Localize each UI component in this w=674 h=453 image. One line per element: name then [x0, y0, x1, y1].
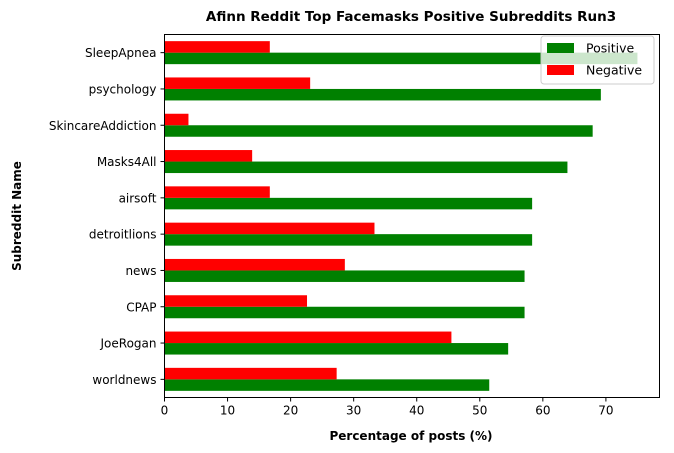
bar-negative-news [164, 258, 345, 271]
bar-positive-sleepapnea [164, 52, 638, 65]
y-tick-label: airsoft [119, 191, 157, 205]
x-tick-label: 0 [161, 404, 169, 418]
y-axis-ticks: SleepApnea psychology SkincareAddiction Mas… [49, 46, 165, 387]
x-tick-label: 40 [409, 404, 424, 418]
bar-negative-detroitlions [164, 222, 375, 235]
chart-title: Afinn Reddit Top Facemasks Positive Subr… [206, 9, 616, 25]
y-tick-label: worldnews [92, 373, 156, 387]
bar-positive-airsoft [164, 197, 533, 210]
legend-swatch-negative [547, 65, 574, 75]
bar-positive-news [164, 270, 525, 282]
x-tick-label: 20 [283, 404, 298, 418]
legend-swatch-positive [547, 43, 574, 53]
bar-negative-joerogan [164, 331, 452, 344]
bar-negative-skincareaddiction [164, 113, 189, 126]
bar-negative-masks4all [164, 150, 253, 162]
y-tick-label: detroitlions [89, 228, 157, 242]
bar-negative-worldnews [164, 367, 337, 380]
bar-positive-worldnews [164, 379, 490, 391]
bar-positive-cpap [164, 306, 525, 319]
y-tick-label: SleepApnea [85, 46, 157, 60]
y-tick-label: Masks4All [97, 155, 157, 169]
bar-positive-psychology [164, 88, 601, 101]
bar-positive-joerogan [164, 343, 509, 355]
x-tick-label: 50 [472, 404, 487, 418]
bar-positive-skincareaddiction [164, 125, 593, 137]
bar-negative-sleepapnea [164, 41, 270, 53]
legend-label-negative: Negative [586, 63, 642, 78]
y-tick-label: CPAP [126, 300, 156, 314]
x-axis-label: Percentage of posts (%) [329, 429, 492, 443]
y-tick-label: JoeRogan [100, 337, 157, 351]
bars-layer [164, 41, 638, 391]
bar-negative-airsoft [164, 186, 270, 198]
x-tick-label: 70 [598, 404, 613, 418]
plot-frame [164, 34, 660, 398]
x-tick-label: 60 [535, 404, 550, 418]
bar-positive-detroitlions [164, 234, 533, 246]
y-tick-label: psychology [89, 82, 157, 96]
bar-negative-psychology [164, 77, 311, 89]
legend-label-positive: Positive [586, 41, 634, 56]
bar-positive-masks4all [164, 161, 568, 174]
x-tick-label: 30 [346, 404, 361, 418]
bar-negative-cpap [164, 295, 308, 307]
x-axis-ticks: 0 10 20 30 40 50 60 70 [161, 397, 614, 418]
y-tick-label: SkincareAddiction [49, 119, 157, 133]
y-axis-label: Subreddit Name [10, 161, 24, 271]
legend: Positive Negative [540, 35, 655, 85]
y-tick-label: news [125, 264, 156, 278]
x-tick-label: 10 [220, 404, 235, 418]
